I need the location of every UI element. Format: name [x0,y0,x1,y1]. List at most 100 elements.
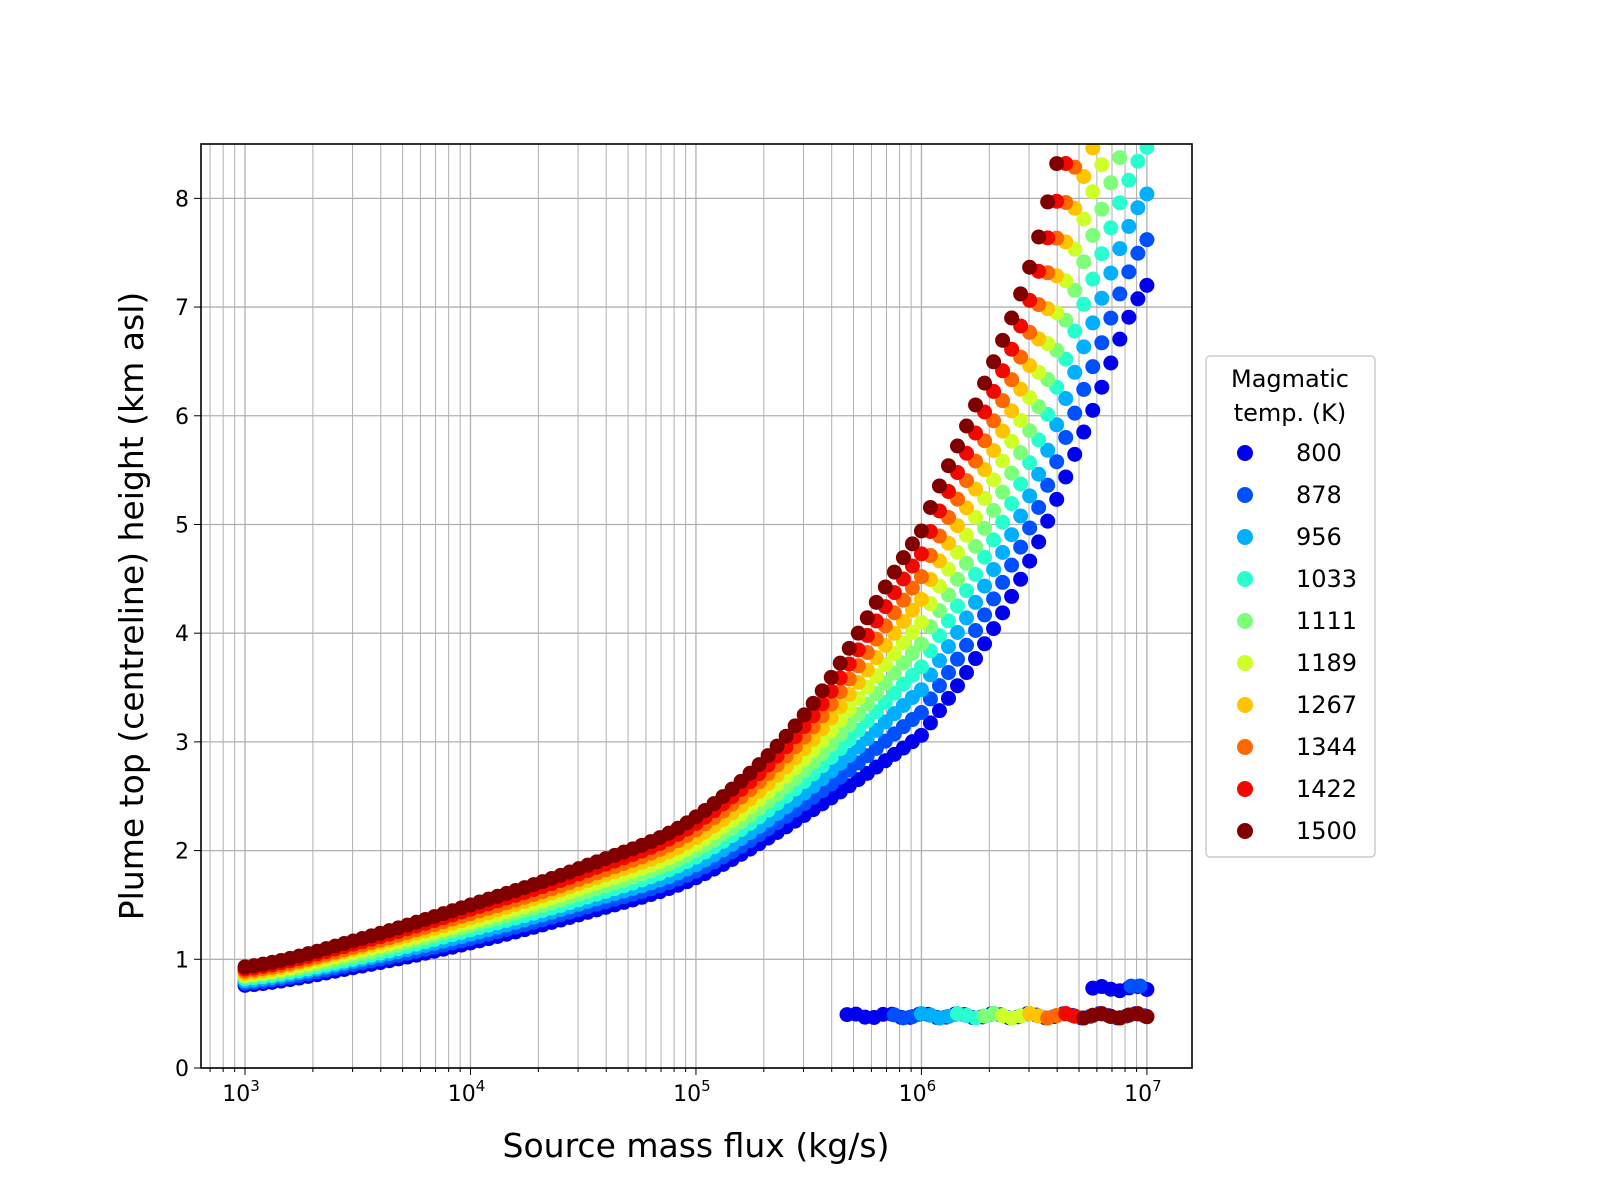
collapsed-point-878 [1132,978,1148,994]
data-point-1267 [986,442,1002,458]
data-point-1500 [778,728,794,744]
legend-marker-1267 [1237,697,1253,713]
data-point-878 [1040,477,1056,493]
data-point-1033 [1139,144,1155,155]
data-point-1033 [1121,172,1137,188]
legend-marker-956 [1237,529,1253,545]
legend-marker-1344 [1237,739,1253,755]
legend-marker-1189 [1237,655,1253,671]
data-point-1111 [950,571,966,587]
y-tick-label: 2 [175,840,189,865]
data-point-1500 [913,523,929,539]
data-point-878 [1049,454,1065,470]
data-point-956 [1049,417,1065,433]
data-point-800 [959,665,975,681]
data-point-800 [1004,588,1020,604]
y-tick-label: 8 [175,187,189,212]
data-point-800 [1013,571,1029,587]
data-point-800 [1103,355,1119,371]
y-tick-label: 1 [175,948,189,973]
data-point-800 [1040,513,1056,529]
legend-label: 1189 [1296,649,1357,677]
data-point-1500 [1058,117,1073,132]
x-tick-base: 10 [1124,1082,1152,1107]
data-point-878 [913,705,929,721]
data-point-1500 [950,438,966,454]
data-point-878 [1103,310,1119,326]
data-point-956 [931,653,947,669]
legend-label: 1033 [1296,565,1357,593]
legend-title-line1: Magmatic [1231,365,1349,393]
legend-title-line2: temp. (K) [1234,399,1347,427]
data-point-878 [1076,381,1092,397]
data-point-800 [1121,309,1137,325]
data-point-1344 [904,580,920,596]
data-points [237,117,1155,1026]
data-point-1422 [1067,119,1082,134]
data-point-1111 [1022,423,1038,439]
data-point-1033 [1004,496,1020,512]
legend-label: 956 [1296,523,1342,551]
data-point-1500 [805,695,821,711]
data-point-956 [1112,241,1128,257]
data-point-1033 [1067,323,1083,339]
data-point-1111 [1094,201,1110,217]
legend-label: 1111 [1296,607,1357,635]
data-point-800 [1067,446,1083,462]
data-point-878 [959,637,975,653]
x-tick-label: 106 [899,1077,937,1107]
y-tick-label: 6 [175,405,189,430]
data-point-878 [1004,557,1020,573]
legend-marker-1422 [1237,781,1253,797]
data-point-956 [1130,200,1146,216]
data-point-1111 [904,645,920,661]
data-point-956 [1094,290,1110,306]
data-point-956 [1067,364,1083,380]
data-point-1189 [895,635,911,651]
data-point-1500 [922,499,938,515]
data-point-1111 [968,538,984,554]
data-point-1189 [959,527,975,543]
data-point-1344 [1076,126,1091,141]
data-point-1033 [1022,455,1038,471]
data-point-878 [986,591,1002,607]
data-point-956 [995,545,1011,561]
legend-label: 878 [1296,481,1342,509]
data-point-800 [922,715,938,731]
data-point-1033 [1013,476,1029,492]
data-point-800 [968,651,984,667]
data-point-956 [1058,391,1074,407]
data-point-1500 [877,579,893,595]
data-point-1111 [1085,227,1101,243]
data-point-1189 [904,624,920,640]
data-point-956 [1040,442,1056,458]
data-point-956 [1031,466,1047,482]
data-point-1111 [986,503,1002,519]
x-tick-exponent: 3 [250,1077,260,1095]
data-point-1111 [959,555,975,571]
data-point-878 [1067,405,1083,421]
data-point-878 [1022,520,1038,536]
y-tick-label: 4 [175,622,189,647]
x-tick-base: 10 [448,1082,476,1107]
data-point-1267 [1013,381,1029,397]
data-point-1500 [832,655,848,671]
data-point-1189 [950,544,966,560]
data-point-956 [959,610,975,626]
data-point-1189 [1013,412,1029,428]
data-point-800 [1022,553,1038,569]
data-point-1500 [995,332,1011,348]
grid-lines [201,144,1192,1069]
data-point-800 [931,703,947,719]
data-point-1500 [760,748,776,764]
legend-label: 1267 [1296,691,1357,719]
x-tick-base: 10 [899,1082,927,1107]
data-point-1500 [895,550,911,566]
data-point-800 [986,621,1002,637]
data-point-956 [968,594,984,610]
data-point-1033 [1130,153,1146,169]
y-tick-label: 7 [175,296,189,321]
data-point-1033 [977,549,993,565]
data-point-1344 [995,393,1011,409]
